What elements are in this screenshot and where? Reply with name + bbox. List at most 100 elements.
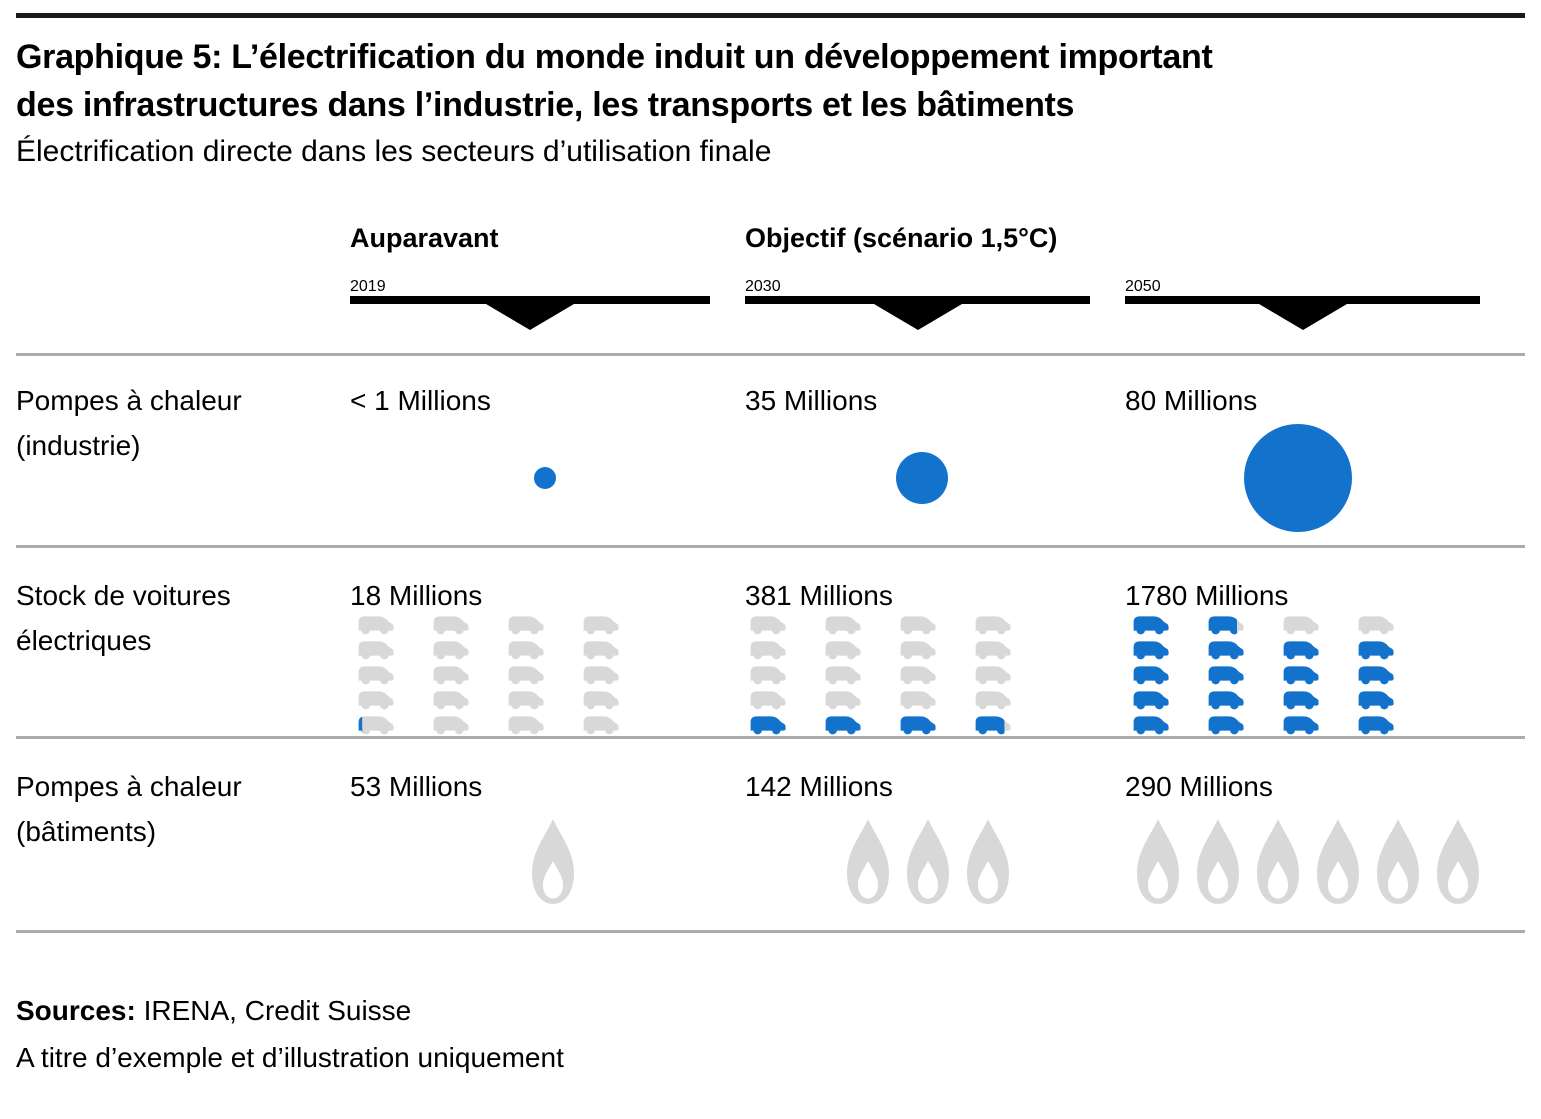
car-icon: [355, 712, 395, 736]
car-icon: [580, 712, 620, 736]
car-icon: [355, 662, 395, 686]
car-icon: [1130, 712, 1170, 736]
car-icon: [580, 687, 620, 711]
car-icon: [1280, 662, 1320, 686]
flame-icon: [1430, 818, 1486, 919]
car-icon: [822, 612, 862, 636]
value-label: 18 Millions: [350, 580, 483, 611]
car-icon: [897, 662, 937, 686]
cell-industrie-2019: < 1 Millions: [350, 356, 745, 545]
cell-batiments-2050: 290 Millions: [1125, 739, 1525, 930]
car-icon: [1280, 612, 1320, 636]
chart-subtitle: Électrification directe dans les secteur…: [16, 135, 772, 168]
car-icon: [505, 687, 545, 711]
car-icon: [505, 637, 545, 661]
car-icon: [1205, 712, 1245, 736]
cell-voitures-2050: 1780 Millions: [1125, 548, 1525, 736]
car-icon: [972, 712, 1012, 736]
car-icon: [580, 612, 620, 636]
flame-icon: [1310, 818, 1366, 919]
car-icon: [505, 662, 545, 686]
flame-icon: [960, 818, 1016, 919]
car-icon: [897, 612, 937, 636]
car-icon: [747, 612, 787, 636]
car-icon: [1355, 612, 1395, 636]
cell-batiments-2019: 53 Millions: [350, 739, 745, 930]
car-icon: [1130, 637, 1170, 661]
car-icon: [580, 637, 620, 661]
flame-icon: [900, 818, 956, 919]
circle-icon: [534, 467, 556, 489]
car-icon: [355, 612, 395, 636]
row-voitures-electriques: Stock de voitures électriques 18 Million…: [16, 545, 1525, 736]
flame-group: [1130, 818, 1486, 919]
title-line-2: des infrastructures dans l’industrie, le…: [16, 86, 1075, 124]
timeline-axis-2030: [745, 296, 1090, 304]
page-title: Graphique 5: L’électrification du monde …: [16, 33, 1525, 129]
car-icon: [1205, 637, 1245, 661]
bottom-rule: [16, 930, 1525, 933]
car-icon: [1205, 687, 1245, 711]
car-grid: [1130, 612, 1430, 737]
column-group-auparavant: Auparavant: [350, 223, 499, 253]
car-icon: [747, 662, 787, 686]
car-icon: [430, 637, 470, 661]
year-labels: 2019 2030 2050: [16, 278, 1525, 296]
flame-icon: [840, 818, 896, 919]
disclaimer-line: A titre d’exemple et d’illustration uniq…: [16, 1042, 564, 1073]
car-icon: [897, 712, 937, 736]
cell-industrie-2030: 35 Millions: [745, 356, 1125, 545]
sources-label: Sources:: [16, 995, 136, 1026]
car-icon: [1280, 712, 1320, 736]
car-icon: [897, 687, 937, 711]
car-icon: [972, 687, 1012, 711]
cell-voitures-2019: 18 Millions: [350, 548, 745, 736]
timeline-axis-2019: [350, 296, 710, 304]
car-icon: [822, 662, 862, 686]
car-icon: [1130, 662, 1170, 686]
car-icon: [430, 712, 470, 736]
circle-icon: [896, 452, 948, 504]
car-icon: [1205, 662, 1245, 686]
car-icon: [1280, 637, 1320, 661]
timeline-axes: [16, 296, 1525, 353]
row-label: Stock de voitures électriques: [16, 580, 231, 656]
car-icon: [972, 637, 1012, 661]
flame-icon: [1130, 818, 1186, 919]
car-icon: [430, 612, 470, 636]
year-2030: 2030: [745, 278, 781, 295]
cell-industrie-2050: 80 Millions: [1125, 356, 1525, 545]
car-icon: [1130, 612, 1170, 636]
car-icon: [505, 612, 545, 636]
value-label: 53 Millions: [350, 771, 483, 802]
car-icon: [430, 662, 470, 686]
car-icon: [355, 637, 395, 661]
car-icon: [1355, 637, 1395, 661]
car-icon: [1355, 662, 1395, 686]
car-grid: [355, 612, 655, 737]
car-icon: [430, 687, 470, 711]
value-label: < 1 Millions: [350, 385, 491, 416]
car-icon: [1355, 687, 1395, 711]
value-label: 142 Millions: [745, 771, 893, 802]
value-label: 381 Millions: [745, 580, 893, 611]
row-label: Pompes à chaleur (bâtiments): [16, 771, 242, 847]
car-icon: [505, 712, 545, 736]
car-icon: [1280, 687, 1320, 711]
timeline-axis-2050: [1125, 296, 1480, 304]
value-label: 35 Millions: [745, 385, 878, 416]
sources-line: Sources: IRENA, Credit Suisse: [16, 987, 1525, 1034]
value-label: 290 Millions: [1125, 771, 1273, 802]
cell-batiments-2030: 142 Millions: [745, 739, 1125, 930]
flame-icon: [1370, 818, 1426, 919]
title-line-1: Graphique 5: L’électrification du monde …: [16, 38, 1213, 76]
flame-group: [840, 818, 1016, 919]
car-icon: [1205, 612, 1245, 636]
flame-icon: [1190, 818, 1246, 919]
car-grid: [747, 612, 1047, 737]
car-icon: [747, 637, 787, 661]
car-icon: [355, 687, 395, 711]
flame-icon: [525, 818, 581, 919]
row-pompes-industrie: Pompes à chaleur (industrie) < 1 Million…: [16, 353, 1525, 545]
